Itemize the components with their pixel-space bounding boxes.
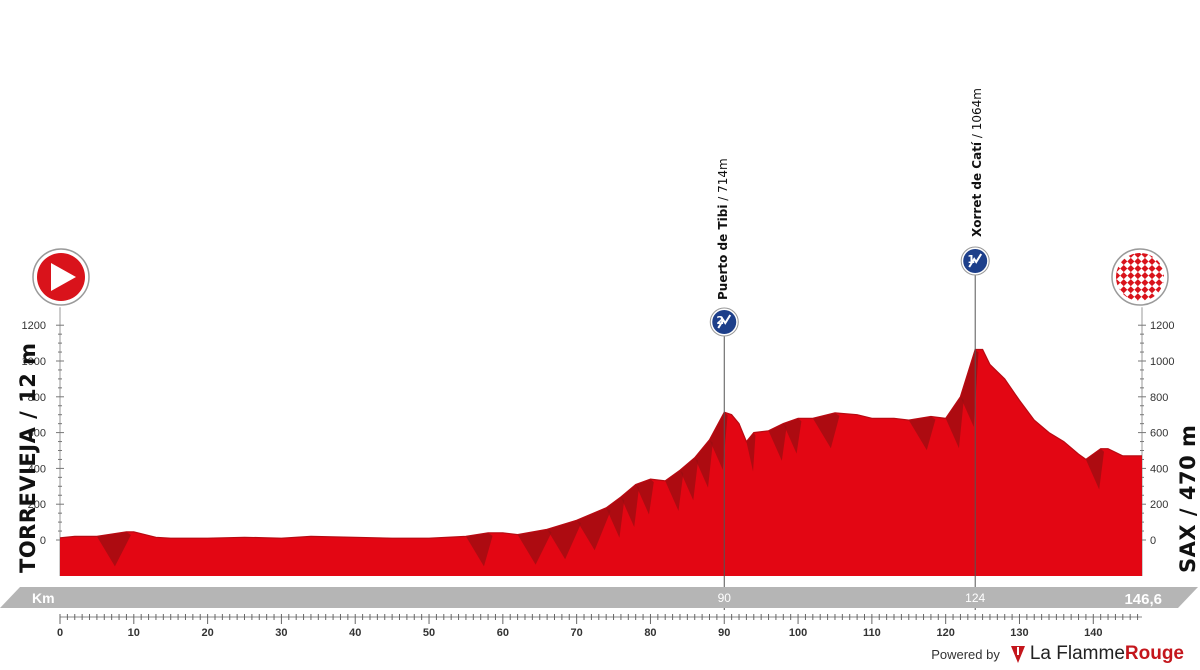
- mountain-icon: [968, 253, 983, 268]
- brand-name: La FlammeRouge: [1030, 643, 1184, 665]
- footer: Powered by La FlammeRouge: [931, 642, 1184, 666]
- play-arrow-icon: [51, 263, 76, 291]
- y-tick-label-left: 1200: [22, 320, 46, 332]
- climb-label-puerto-de-tibi: Puerto de Tibi / 714m: [716, 158, 730, 300]
- y-tick-label-left: 1000: [22, 356, 46, 368]
- y-tick-label-left: 200: [28, 499, 46, 511]
- total-distance-label: 146,6: [1124, 591, 1162, 608]
- elevation-shadow: [465, 532, 493, 567]
- elevation-shadow: [746, 432, 756, 472]
- elevation-shadow: [709, 412, 728, 470]
- y-tick-label-left: 600: [28, 428, 46, 440]
- x-tick-label: 0: [57, 627, 63, 639]
- y-tick-label-right: 200: [1150, 499, 1168, 511]
- y-tick-label-right: 0: [1150, 535, 1156, 547]
- climb-altitude: / 1064m: [970, 88, 984, 142]
- powered-by-text: Powered by: [931, 646, 1000, 662]
- elevation-area: [59, 348, 1142, 576]
- elevation-shadow: [679, 457, 699, 501]
- x-axis-title: Km: [32, 590, 55, 606]
- x-tick-label: 40: [349, 627, 361, 639]
- start-location-label: TORREVIEJA / 12 m: [16, 342, 40, 573]
- elevation-shadow: [635, 479, 654, 515]
- climb-name: Xorret de Catí: [970, 141, 984, 237]
- elevation-shadow: [517, 529, 552, 565]
- y-tick-label-left: 400: [28, 463, 46, 475]
- y-tick-label-right: 1200: [1150, 320, 1174, 332]
- x-tick-label: 70: [571, 627, 583, 639]
- elevation-shadow: [945, 396, 964, 449]
- x-tick-label: 110: [863, 627, 881, 639]
- elevation-shadow: [1085, 448, 1104, 490]
- brand-logo: La FlammeRouge: [1010, 643, 1184, 665]
- elevation-shadow: [694, 439, 713, 488]
- elevation-shadow: [908, 416, 936, 451]
- brand-suffix: Rouge: [1124, 643, 1184, 664]
- x-tick-label: 60: [497, 627, 509, 639]
- y-tick-label-right: 400: [1150, 463, 1168, 475]
- elevation-shadow: [606, 497, 625, 538]
- x-tick-label: 120: [936, 627, 954, 639]
- distance-bar: Km 90 124 146,6 0 10 20 30 40 50 60 70 80 90 100 110 120…: [0, 587, 1198, 639]
- x-tick-label: 90: [718, 627, 730, 639]
- y-tick-label-right: 600: [1150, 428, 1168, 440]
- x-tick-label: 100: [789, 627, 807, 639]
- endpoint-markers: [32, 248, 1169, 306]
- y-tick-label-right: 1000: [1150, 356, 1174, 368]
- x-tick-label: 50: [423, 627, 435, 639]
- x-tick-label: 20: [201, 627, 213, 639]
- climb-category-number: 1: [967, 253, 975, 266]
- elevation-outline: [59, 348, 1142, 539]
- highlight-km-label: 124: [965, 591, 985, 605]
- x-tick-label: 80: [644, 627, 656, 639]
- elevation-shadow: [960, 349, 979, 427]
- elevation-shadow: [576, 507, 611, 551]
- climb-name: Puerto de Tibi: [716, 204, 730, 300]
- finish-flag-icon: [1116, 253, 1164, 301]
- x-tick-label: 10: [128, 627, 140, 639]
- elevation-shadow: [665, 470, 684, 511]
- x-tick-label: 130: [1010, 627, 1028, 639]
- climb-markers: 21: [709, 246, 990, 610]
- axes: 0 0 200 200 400 400 600 600 800 800 1000 1000 1200 12…: [22, 307, 1174, 576]
- mountain-icon: [717, 314, 732, 329]
- elevation-shadow: [96, 531, 131, 567]
- climb-category-number: 2: [716, 314, 724, 327]
- flame-icon: [1010, 646, 1025, 663]
- y-tick-label-left: 800: [28, 392, 46, 404]
- elevation-fill: [60, 349, 1142, 576]
- elevation-shadow: [547, 520, 582, 560]
- y-tick-label-right: 800: [1150, 392, 1168, 404]
- elevation-shadow: [620, 484, 640, 528]
- elevation-shadow: [768, 423, 787, 461]
- y-tick-label-left: 0: [40, 535, 46, 547]
- x-tick-label: 140: [1084, 627, 1102, 639]
- elevation-shadow: [812, 412, 840, 449]
- distance-ribbon: [0, 587, 1198, 608]
- elevation-shadow: [783, 418, 802, 454]
- climb-label-xorret-de-cati: Xorret de Catí / 1064m: [970, 88, 984, 237]
- x-tick-label: 30: [275, 627, 287, 639]
- highlight-km-label: 90: [718, 591, 732, 605]
- brand-prefix: La Flamme: [1029, 643, 1125, 664]
- climb-altitude: / 714m: [716, 158, 730, 205]
- finish-location-label: SAX / 470 m: [1176, 424, 1200, 573]
